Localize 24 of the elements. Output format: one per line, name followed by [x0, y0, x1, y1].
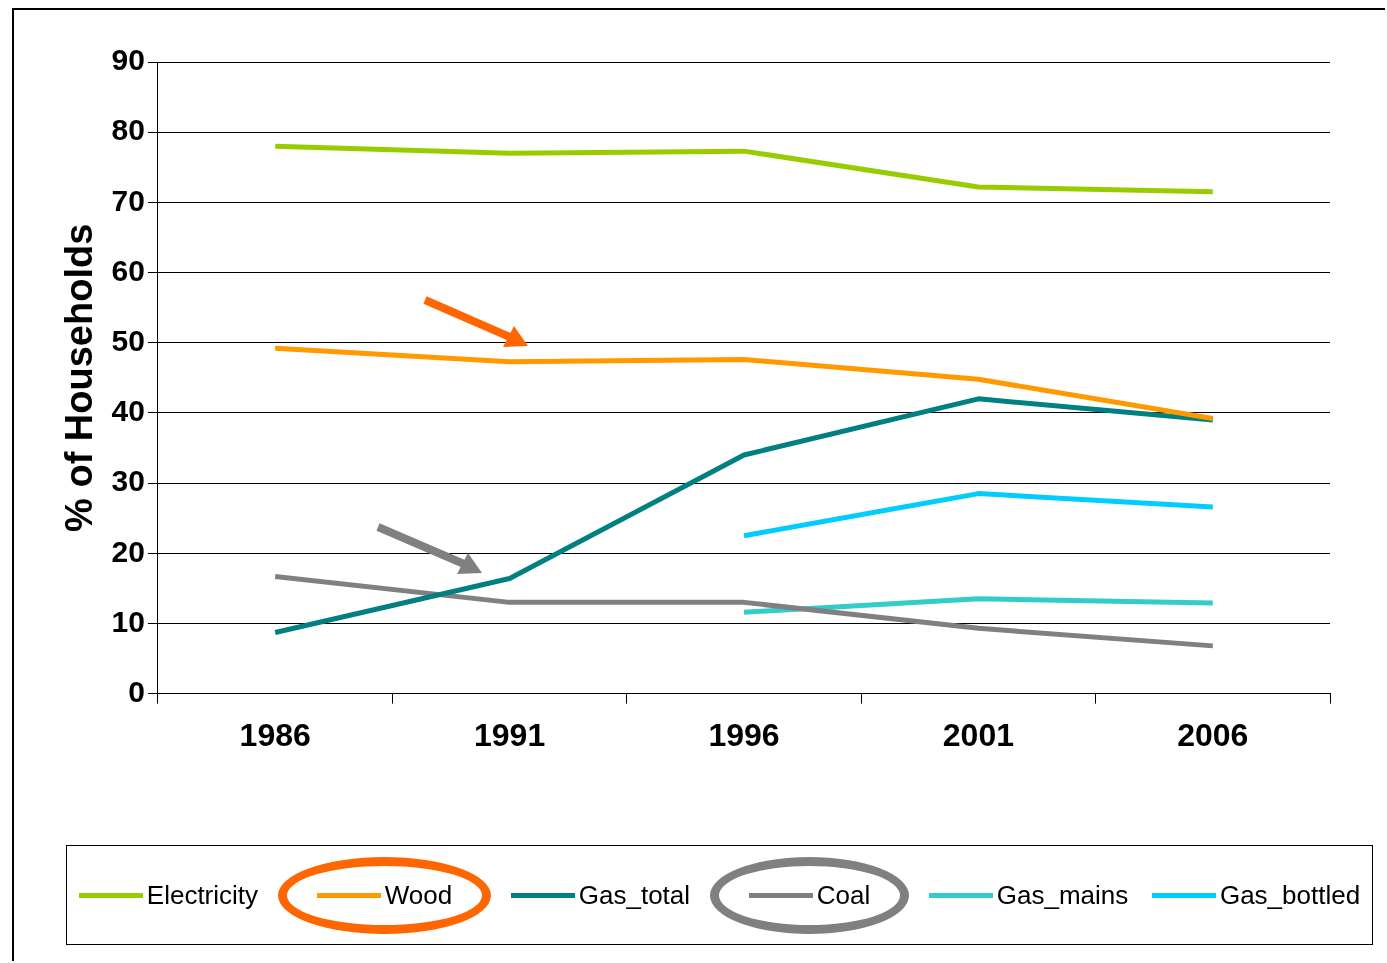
y-tick-label: 70	[111, 183, 145, 217]
x-tick-label: 2006	[1177, 716, 1249, 753]
legend-label: Gas_total	[578, 879, 691, 911]
x-tick-label: 1986	[239, 716, 311, 753]
y-tick-label: 50	[111, 323, 145, 357]
y-tick-label: 80	[111, 113, 145, 147]
ellipse-ring: Coal	[709, 856, 910, 934]
x-tick-label: 2001	[942, 716, 1014, 753]
y-tick-label: 60	[111, 253, 145, 287]
legend-label: Coal	[816, 879, 871, 911]
y-tick-label: 90	[111, 43, 145, 77]
y-tick-label: 10	[111, 604, 145, 638]
y-axis-title: % of Households	[58, 223, 101, 532]
y-tick-label: 40	[111, 394, 145, 428]
legend-label: Gas_bottled	[1219, 879, 1361, 911]
legend-label: Gas_mains	[996, 879, 1129, 911]
ellipse-ring: Wood	[277, 856, 492, 934]
y-tick-label: 0	[128, 674, 145, 708]
x-tick-label: 1991	[473, 716, 546, 753]
y-tick-label: 20	[111, 534, 145, 568]
legend-label: Electricity	[146, 879, 259, 911]
legend-label: Wood	[384, 879, 453, 911]
y-tick-label: 30	[111, 464, 145, 498]
x-tick-label: 1996	[708, 716, 780, 753]
